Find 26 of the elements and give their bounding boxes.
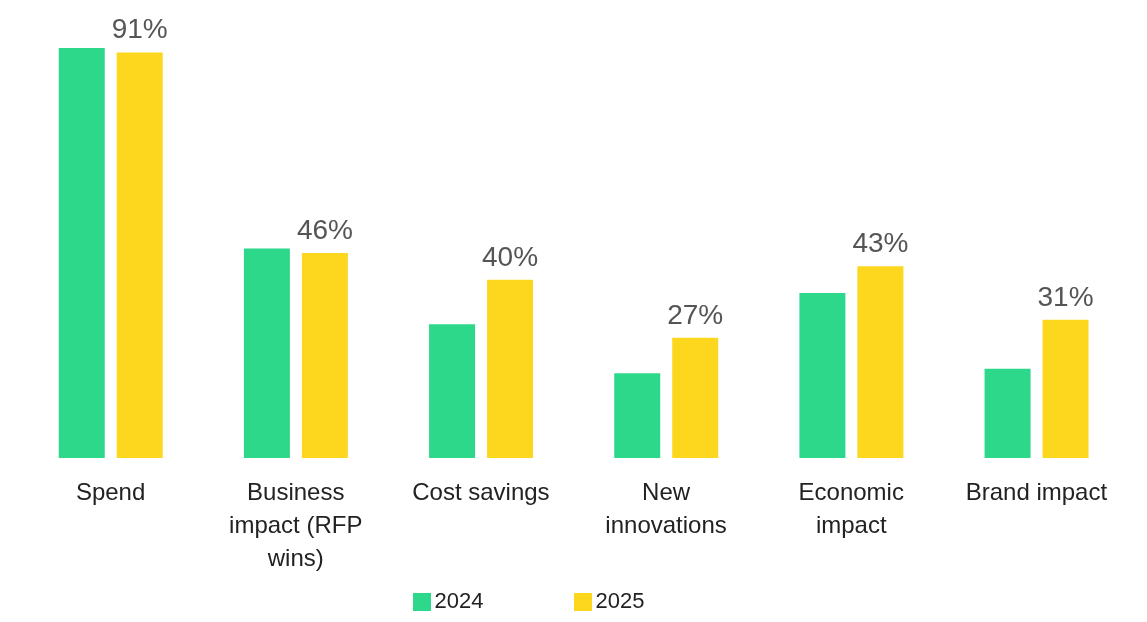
x-tick-label: Spend bbox=[75, 478, 146, 505]
data-label: 31% bbox=[1037, 280, 1094, 312]
legend-label: 2024 bbox=[434, 588, 484, 613]
bar bbox=[243, 248, 290, 458]
data-label: 43% bbox=[852, 227, 909, 259]
bar bbox=[429, 324, 476, 458]
x-tick-label: Brand impact bbox=[965, 478, 1108, 505]
bar bbox=[614, 373, 661, 458]
data-label: 40% bbox=[482, 240, 539, 272]
bar bbox=[857, 266, 904, 458]
data-label: 46% bbox=[296, 214, 353, 245]
bar bbox=[984, 368, 1031, 458]
bar bbox=[672, 337, 719, 458]
bar bbox=[1042, 319, 1089, 458]
x-tick-label: Economic impact bbox=[798, 478, 904, 538]
bar bbox=[487, 279, 534, 458]
x-tick-label: Cost savings bbox=[412, 478, 550, 505]
data-label: 91% bbox=[111, 13, 168, 45]
bar bbox=[116, 52, 163, 458]
legend-label: 2025 bbox=[595, 588, 645, 613]
bar bbox=[799, 293, 846, 458]
x-tick-label: New innovations bbox=[605, 478, 727, 538]
bar bbox=[58, 48, 105, 458]
data-label: 27% bbox=[667, 298, 724, 330]
x-tick-label: Business impact (RFP wins) bbox=[229, 478, 363, 571]
bar bbox=[301, 253, 348, 458]
